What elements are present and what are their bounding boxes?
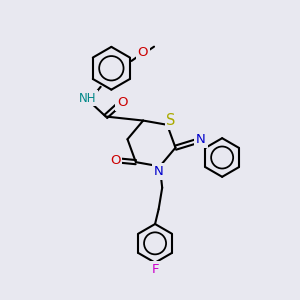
Text: S: S: [166, 113, 176, 128]
Text: N: N: [154, 165, 163, 178]
Text: F: F: [151, 263, 159, 276]
Text: NH: NH: [79, 92, 97, 105]
Text: O: O: [117, 96, 128, 109]
Text: O: O: [110, 154, 120, 167]
Text: N: N: [196, 133, 206, 146]
Text: O: O: [138, 46, 148, 59]
